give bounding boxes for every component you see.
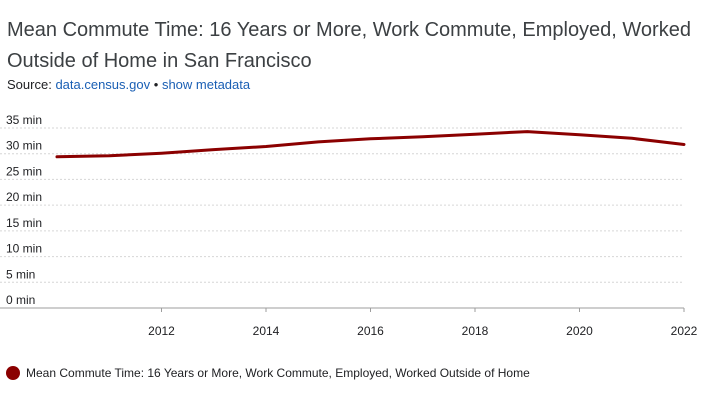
- data-point[interactable]: [680, 140, 688, 148]
- source-label: Source:: [7, 77, 52, 92]
- legend: Mean Commute Time: 16 Years or More, Wor…: [6, 366, 530, 380]
- x-tick-label: 2016: [357, 324, 384, 338]
- y-axis: 0 min 5 min 10 min 15 min 20 min 25 min 30 min…: [6, 113, 42, 307]
- x-tick-label: 2020: [566, 324, 593, 338]
- x-axis: 2012 2014 2016 2018 2020 2022: [148, 308, 698, 338]
- data-point[interactable]: [367, 135, 375, 143]
- y-tick-label: 15 min: [6, 216, 42, 230]
- data-point[interactable]: [471, 130, 479, 138]
- x-tick-label: 2022: [671, 324, 698, 338]
- source-separator: •: [153, 77, 159, 92]
- data-point[interactable]: [419, 133, 427, 141]
- legend-swatch: [6, 366, 20, 380]
- y-tick-label: 20 min: [6, 190, 42, 204]
- data-point[interactable]: [105, 152, 113, 160]
- y-tick-label: 35 min: [6, 113, 42, 127]
- x-tick-label: 2012: [148, 324, 175, 338]
- y-tick-label: 5 min: [6, 267, 35, 281]
- gridlines: [0, 127, 684, 309]
- data-point[interactable]: [314, 138, 322, 146]
- show-metadata-link[interactable]: show metadata: [161, 77, 251, 92]
- data-point[interactable]: [158, 149, 166, 157]
- series-line-0[interactable]: [55, 130, 686, 159]
- data-point[interactable]: [628, 134, 636, 142]
- legend-label: Mean Commute Time: 16 Years or More, Wor…: [26, 366, 530, 380]
- x-tick-label: 2018: [462, 324, 489, 338]
- series-layer: [53, 128, 688, 161]
- source-link[interactable]: data.census.gov: [55, 77, 151, 92]
- y-tick-label: 10 min: [6, 242, 42, 256]
- y-tick-label: 25 min: [6, 164, 42, 178]
- y-tick-label: 0 min: [6, 293, 35, 307]
- y-tick-label: 30 min: [6, 139, 42, 153]
- data-point[interactable]: [262, 143, 270, 151]
- data-point[interactable]: [576, 131, 584, 139]
- data-point[interactable]: [523, 128, 531, 136]
- source-line: Source: data.census.gov • show metadata: [7, 77, 250, 92]
- data-point[interactable]: [53, 153, 61, 161]
- data-point[interactable]: [210, 146, 218, 154]
- x-tick-label: 2014: [253, 324, 280, 338]
- chart-title: Mean Commute Time: 16 Years or More, Wor…: [7, 19, 691, 72]
